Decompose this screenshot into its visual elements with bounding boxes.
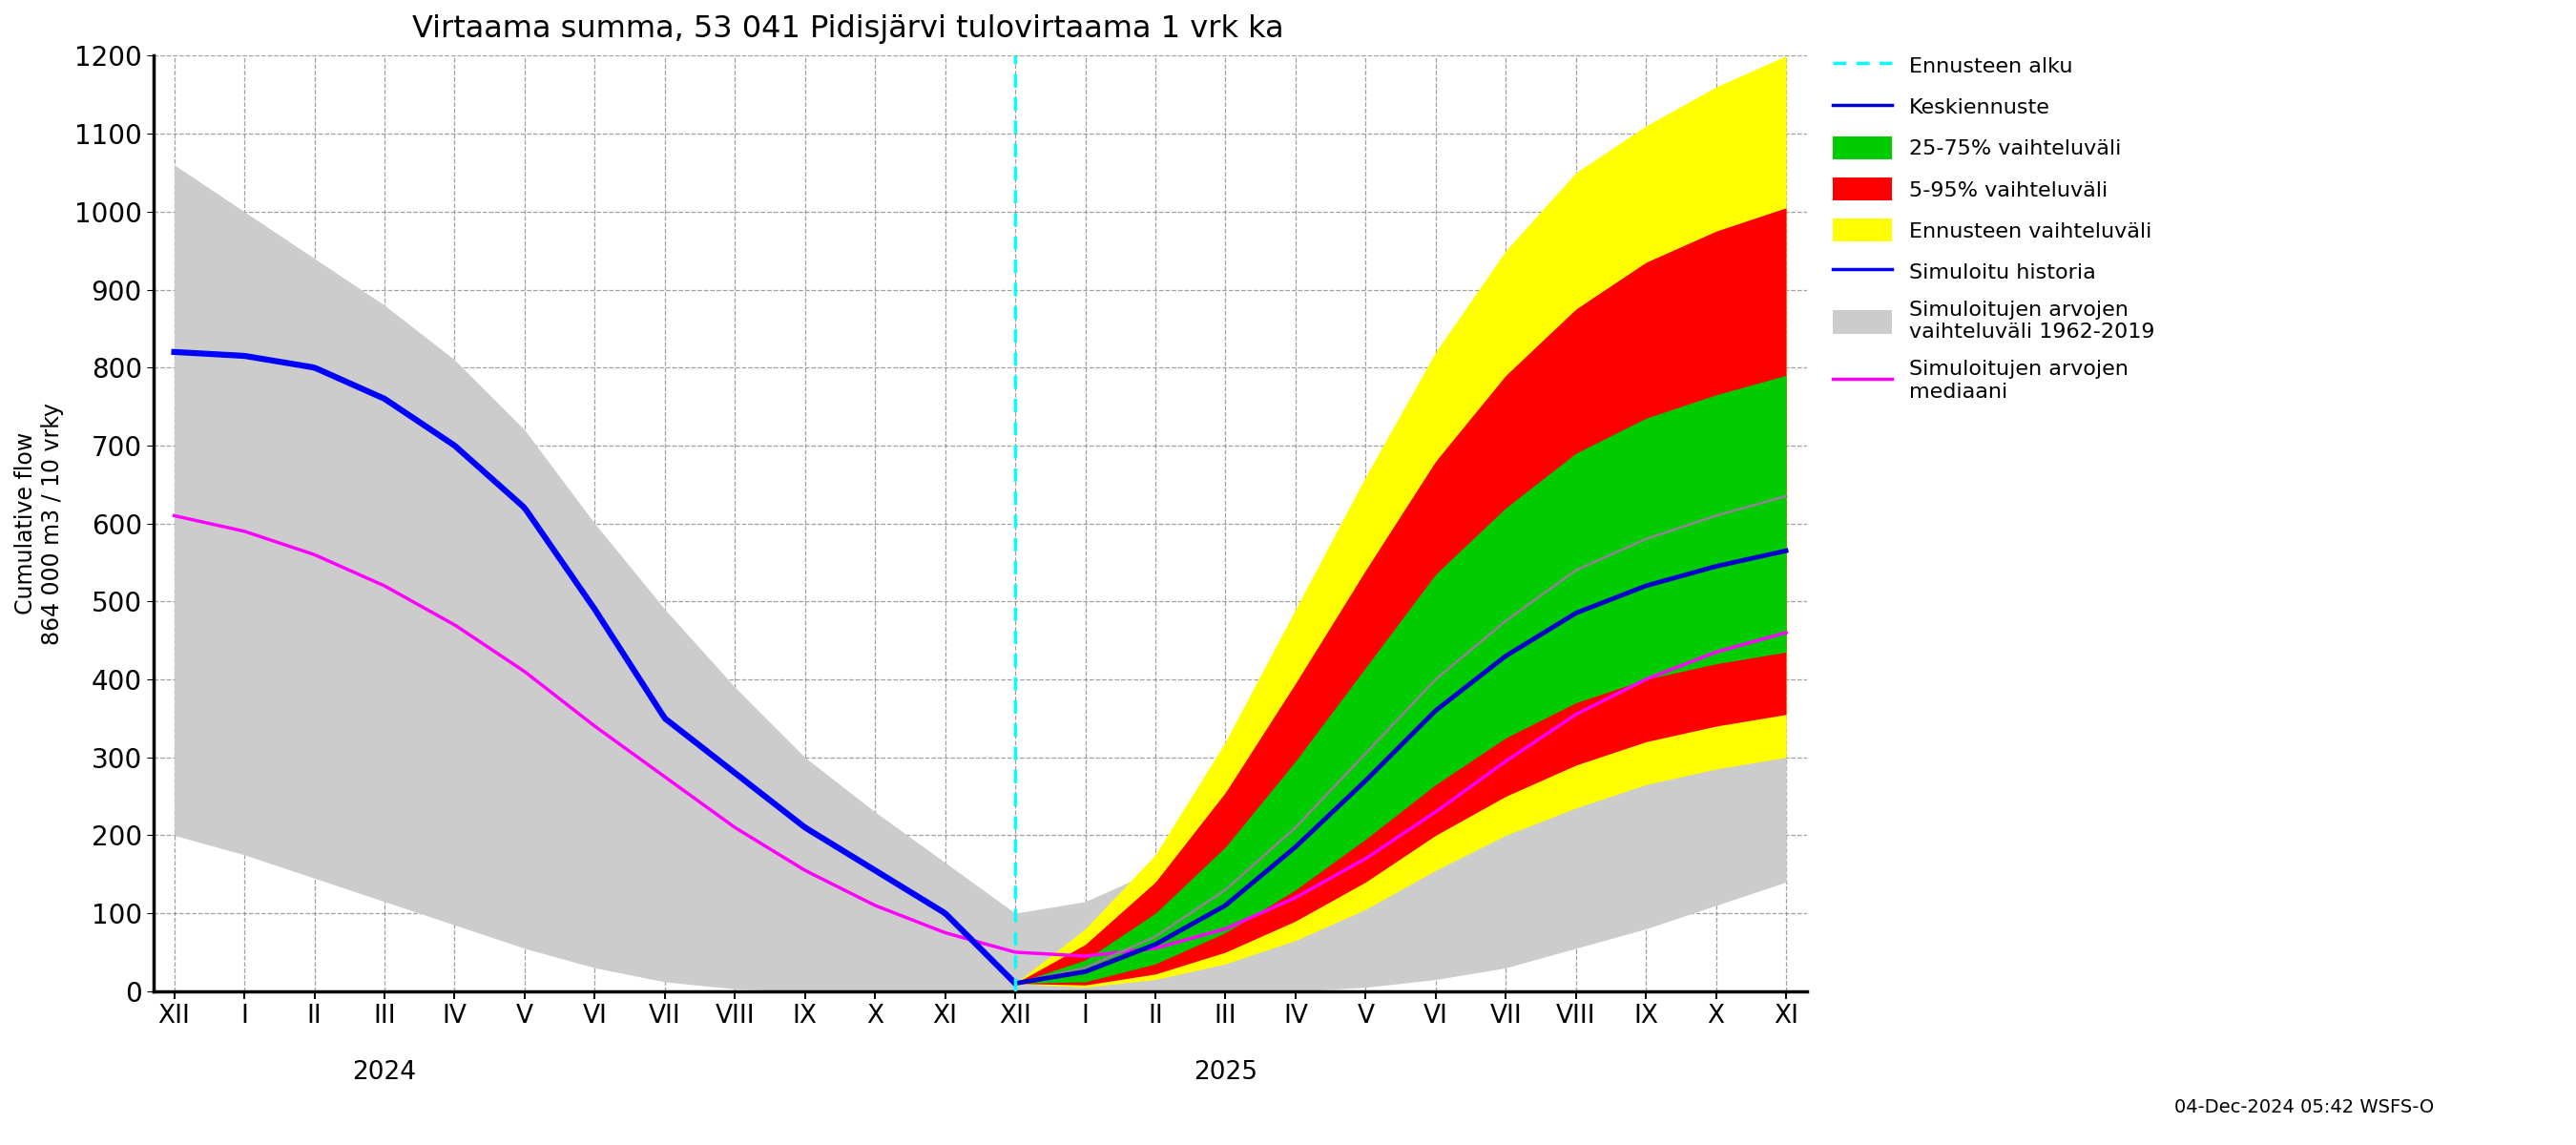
Legend: Ennusteen alku, Keskiennuste, 25-75% vaihteluväli, 5-95% vaihteluväli, Ennusteen: Ennusteen alku, Keskiennuste, 25-75% vai… bbox=[1826, 48, 2161, 408]
Title: Virtaama summa, 53 041 Pidisjärvi tulovirtaama 1 vrk ka: Virtaama summa, 53 041 Pidisjärvi tulovi… bbox=[412, 14, 1283, 44]
Text: 2024: 2024 bbox=[353, 1060, 417, 1085]
Text: 2025: 2025 bbox=[1193, 1060, 1257, 1085]
Text: 04-Dec-2024 05:42 WSFS-O: 04-Dec-2024 05:42 WSFS-O bbox=[2174, 1098, 2434, 1116]
Y-axis label: Cumulative flow
864 000 m3 / 10 vrky: Cumulative flow 864 000 m3 / 10 vrky bbox=[15, 402, 64, 645]
